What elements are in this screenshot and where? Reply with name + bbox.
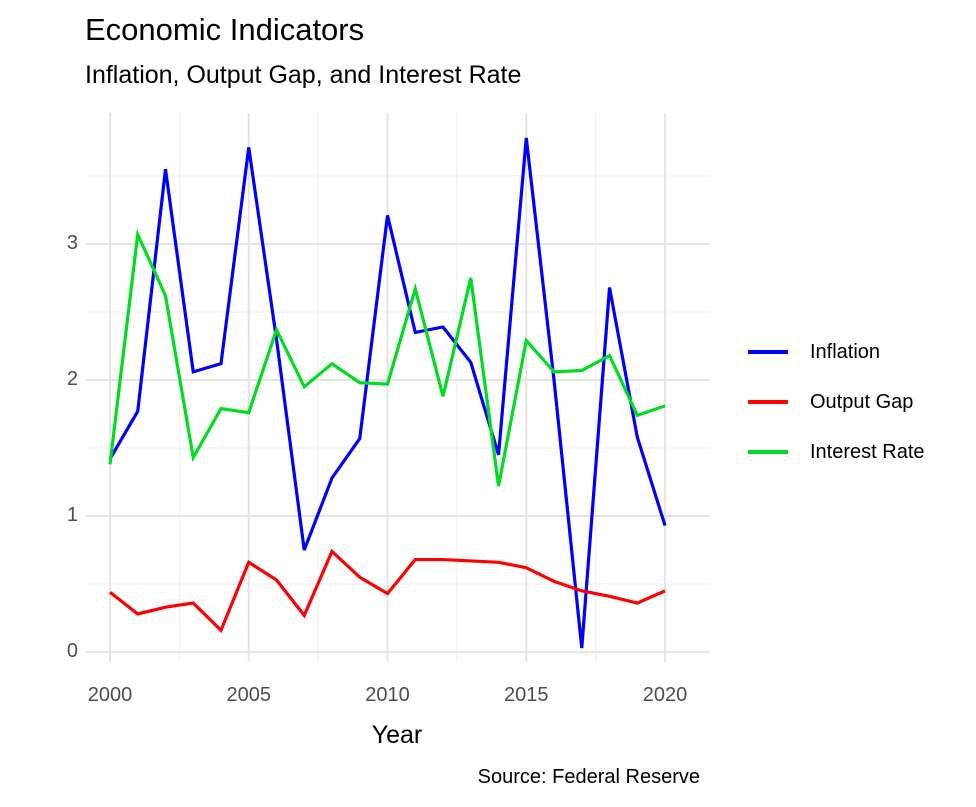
y-tick-label: 1 [66,504,78,527]
x-tick-label: 2015 [504,684,549,706]
legend-item-interest-rate: Interest Rate [748,427,925,477]
source-caption: Source: Federal Reserve [477,766,700,788]
major-gridlines [85,113,710,662]
chart-subtitle: Inflation, Output Gap, and Interest Rate [85,61,522,89]
legend-line-swatch [748,450,788,454]
inflation-line [108,137,667,649]
x-tick-label: 2020 [642,684,688,706]
legend-label: Interest Rate [810,440,925,463]
minor-gridlines [85,113,710,662]
x-tick-label: 2010 [365,684,410,706]
x-tick-label: 2000 [87,684,133,706]
data-lines [108,137,667,649]
legend-label: Output Gap [810,390,914,413]
chart-title: Economic Indicators [85,12,365,47]
legend-label: Inflation [810,340,881,363]
legend-item-inflation: Inflation [748,327,925,377]
y-tick-label: 3 [66,231,78,254]
legend-line-swatch [748,400,788,404]
x-tick-label: 2005 [226,684,271,706]
interest-rate-line [108,228,666,487]
legend-item-output-gap: Output Gap [748,377,925,427]
y-tick-label: 0 [66,640,78,663]
legend: Inflation Output Gap Interest Rate [748,327,925,477]
y-tick-label: 2 [66,368,78,391]
legend-line-swatch [748,350,788,354]
x-axis-title: Year [371,721,423,749]
output-gap-line [108,548,666,634]
